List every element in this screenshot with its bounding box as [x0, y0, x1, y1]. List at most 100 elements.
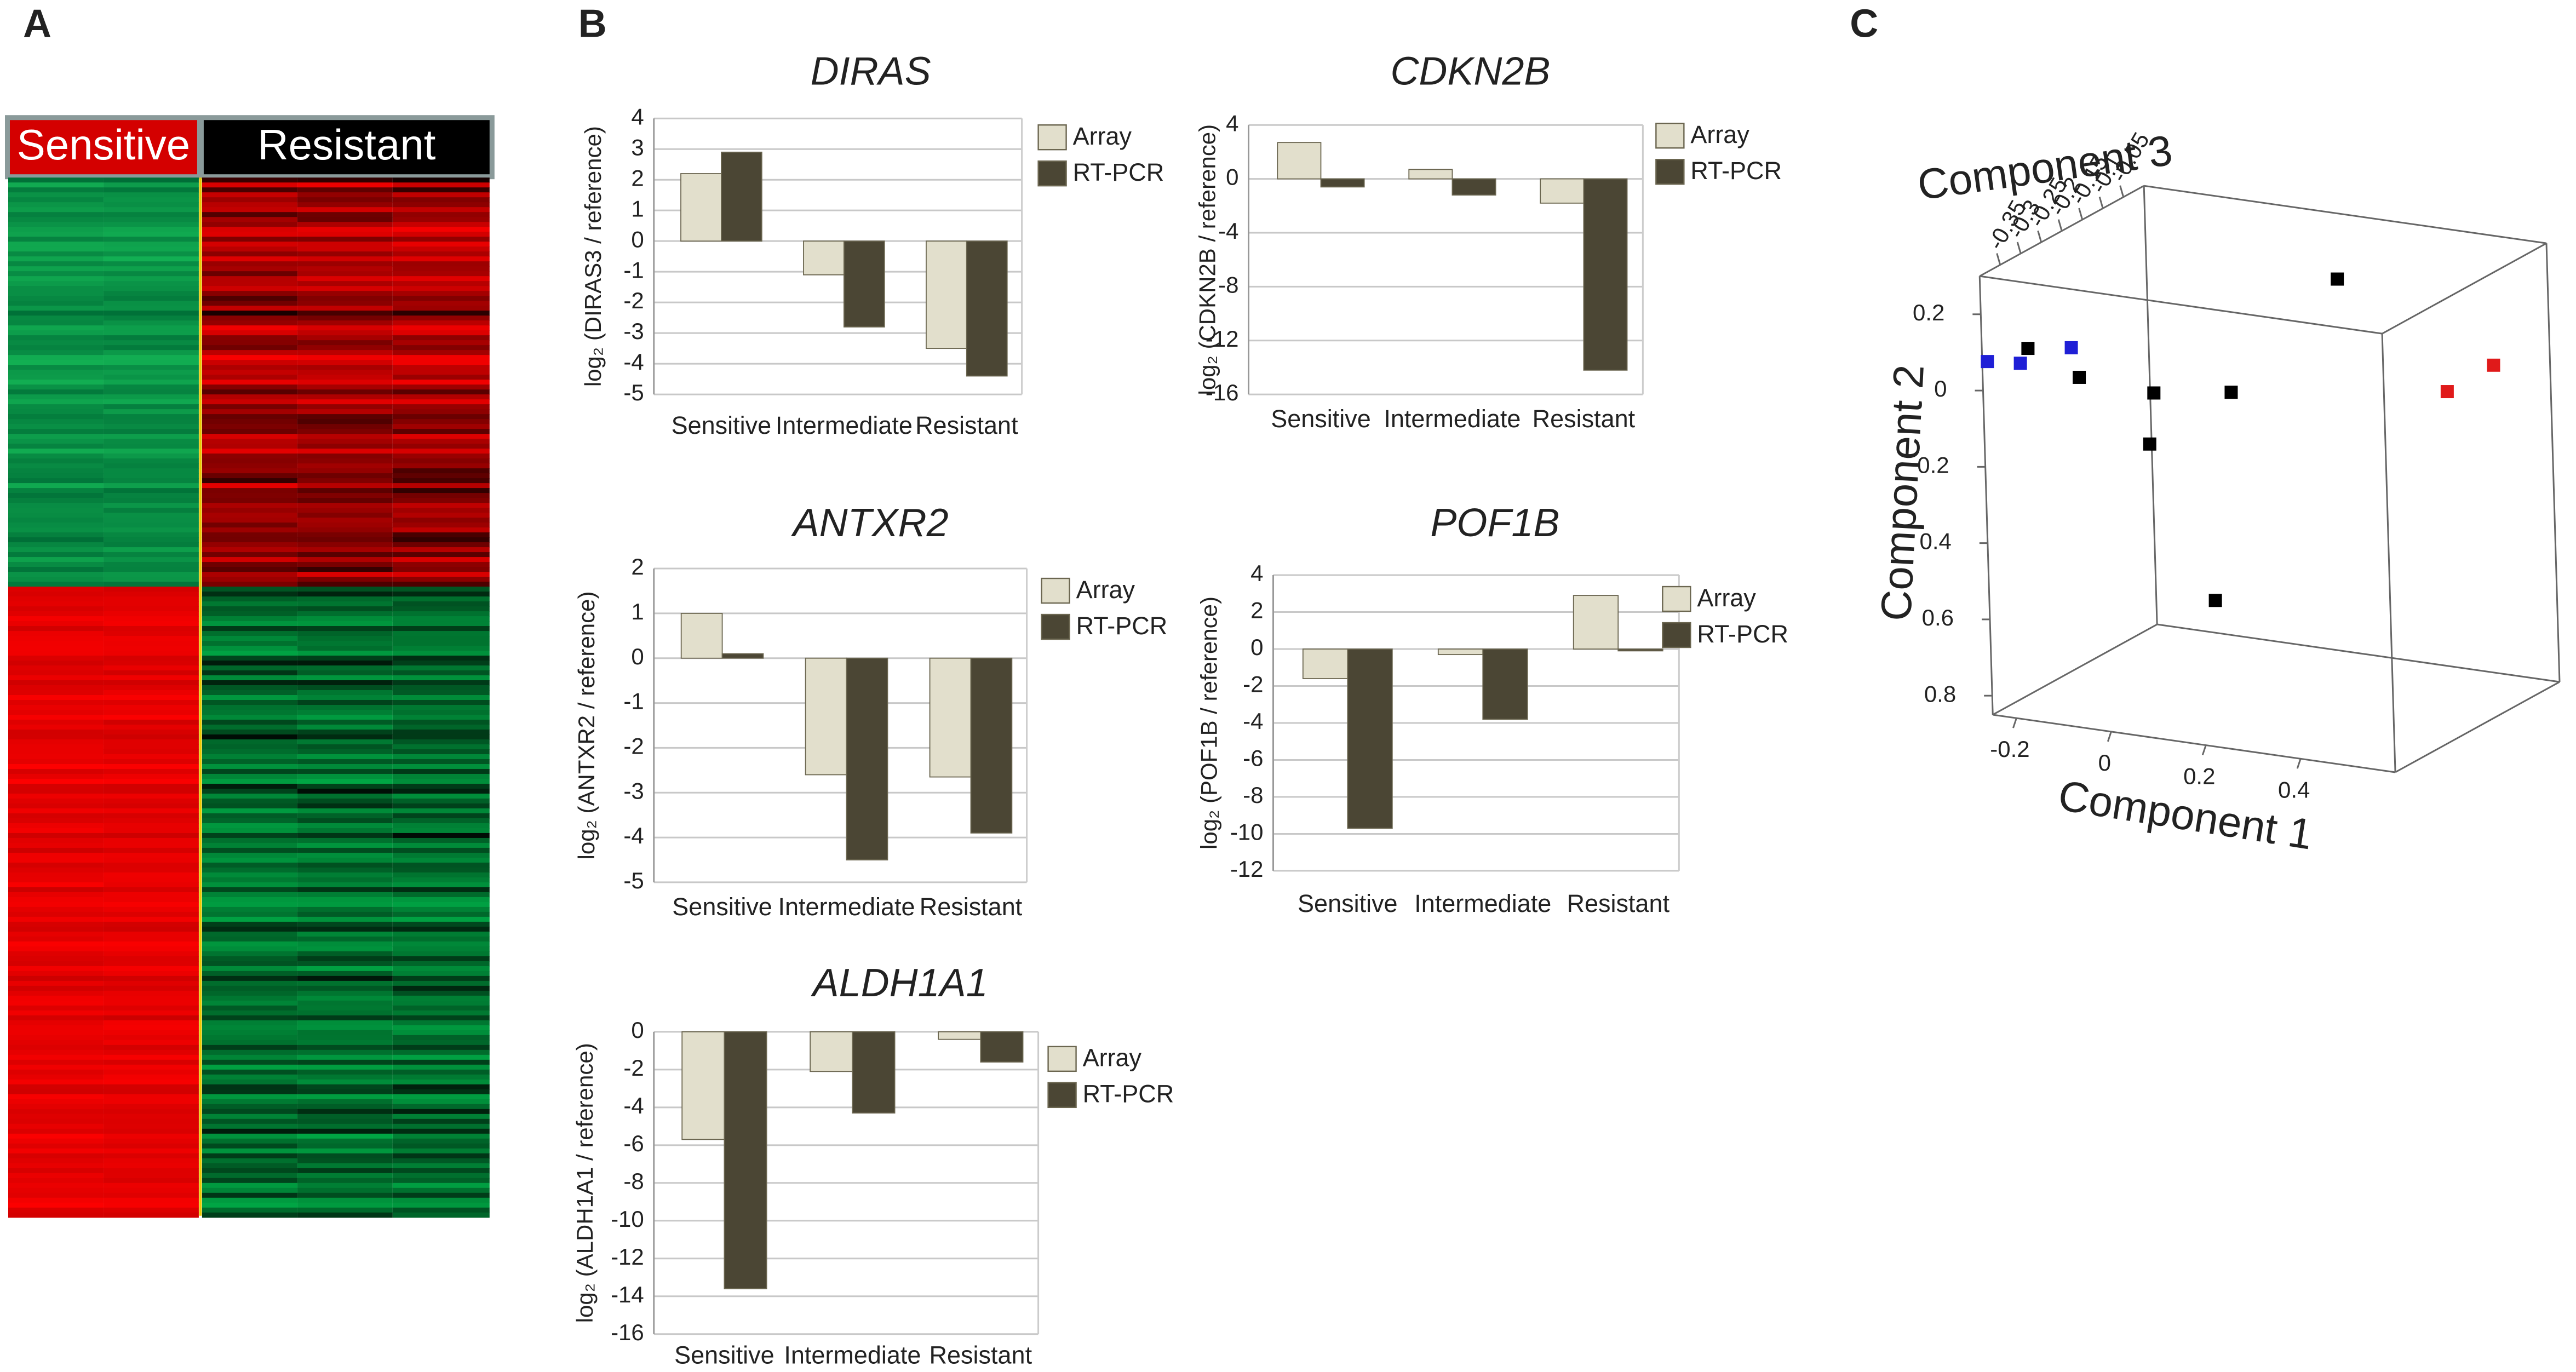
heatmap-cell [103, 724, 199, 730]
heatmap-cell [392, 311, 490, 316]
heatmap-cell [103, 419, 199, 424]
heatmap-cell [392, 661, 490, 666]
heatmap-cell [297, 946, 393, 952]
group-box [9, 120, 197, 175]
y-tick-label: 0.4 [1919, 529, 1951, 554]
heatmap-cell [8, 916, 104, 922]
heatmap-cell [392, 330, 490, 336]
heatmap-cell [202, 754, 297, 760]
heatmap-cell [297, 887, 393, 893]
heatmap-cell [8, 468, 104, 474]
y-tick-label: -6 [1243, 745, 1263, 771]
heatmap-cell [202, 286, 297, 291]
legend-label: Array [1073, 122, 1132, 150]
heatmap-cell [202, 631, 297, 636]
x-tick-label: Intermediate [1384, 405, 1521, 433]
bar [1451, 178, 1496, 196]
heatmap-cell [103, 498, 199, 503]
heatmap-cell [297, 1104, 393, 1110]
heatmap-cell [103, 995, 199, 1001]
box-edge [2545, 243, 2561, 682]
heatmap-cell [392, 1109, 490, 1115]
heatmap-cell [103, 636, 199, 641]
heatmap-cell [392, 370, 490, 375]
heatmap-cell [202, 749, 297, 755]
heatmap-cell [103, 793, 199, 799]
heatmap-cell [8, 1035, 104, 1041]
heatmap-cell [392, 946, 490, 952]
heatmap-cell [392, 1118, 490, 1124]
heatmap-cell [8, 542, 104, 548]
heatmap-cell [103, 867, 199, 873]
heatmap-cell [103, 315, 199, 321]
y-tick-label: 2 [631, 165, 644, 191]
heatmap-cell [103, 1192, 199, 1198]
heatmap-cell [8, 424, 104, 429]
heatmap-cell [392, 325, 490, 331]
heatmap-cell [103, 523, 199, 528]
heatmap-cell [297, 778, 393, 784]
heatmap-cell [202, 424, 297, 429]
heatmap-cell [392, 961, 490, 967]
heatmap-cell [8, 375, 104, 380]
heatmap-cell [103, 936, 199, 942]
heatmap-cell [202, 315, 297, 321]
heatmap-cell [103, 256, 199, 262]
heatmap-cell [202, 1035, 297, 1041]
heatmap-cell [8, 311, 104, 316]
heatmap-cell [392, 587, 490, 592]
heatmap-cell [202, 340, 297, 346]
heatmap-cell [297, 572, 393, 577]
heatmap-cell [297, 596, 393, 602]
heatmap-cell [202, 621, 297, 627]
heatmap-cell [392, 1187, 490, 1193]
heatmap-cell [103, 1104, 199, 1110]
heatmap-cell [202, 271, 297, 277]
heatmap-cell [392, 828, 490, 834]
heatmap-cell [8, 582, 104, 587]
heatmap-cell [202, 656, 297, 661]
heatmap-cell [8, 926, 104, 932]
heatmap-cell [392, 1020, 490, 1026]
heatmap-cell [297, 921, 393, 927]
heatmap-cell [103, 508, 199, 513]
heatmap-cell [202, 813, 297, 819]
heatmap-cell [297, 493, 393, 498]
heatmap-cell [8, 301, 104, 306]
heatmap-cell [8, 744, 104, 750]
heatmap-cell [202, 694, 297, 701]
heatmap-cell [297, 690, 393, 696]
heatmap-cell [202, 961, 297, 967]
heatmap-cell [202, 675, 297, 681]
heatmap-cell [297, 592, 393, 597]
heatmap-cell [103, 946, 199, 952]
heatmap-cell [202, 463, 297, 469]
heatmap-cell [8, 1084, 104, 1090]
heatmap-cell [103, 1143, 199, 1149]
heatmap-cell [103, 1173, 199, 1179]
heatmap-cell [202, 281, 297, 286]
heatmap-cell [103, 286, 199, 291]
legend-label: RT-PCR [1690, 157, 1782, 185]
heatmap-cell [392, 1040, 490, 1046]
heatmap-cell [8, 380, 104, 385]
heatmap-cell [8, 882, 104, 888]
heatmap-cell [297, 862, 393, 868]
heatmap-cell [8, 818, 104, 824]
heatmap-cell [8, 1064, 104, 1070]
y-tick-label: 4 [1226, 110, 1238, 136]
heatmap-cell [202, 444, 297, 449]
heatmap-cell [392, 1197, 490, 1203]
heatmap-cell [103, 719, 199, 725]
heatmap-cell [392, 532, 490, 538]
heatmap-cell [392, 887, 490, 893]
heatmap-cell [202, 1010, 297, 1016]
heatmap-cell [103, 803, 199, 809]
heatmap-cell [297, 877, 393, 883]
heatmap-cell [8, 783, 104, 789]
heatmap-cell [8, 217, 104, 222]
heatmap-cell [392, 1207, 490, 1213]
heatmap-cell [103, 665, 199, 671]
heatmap-cell [103, 572, 199, 577]
point [2147, 386, 2161, 400]
